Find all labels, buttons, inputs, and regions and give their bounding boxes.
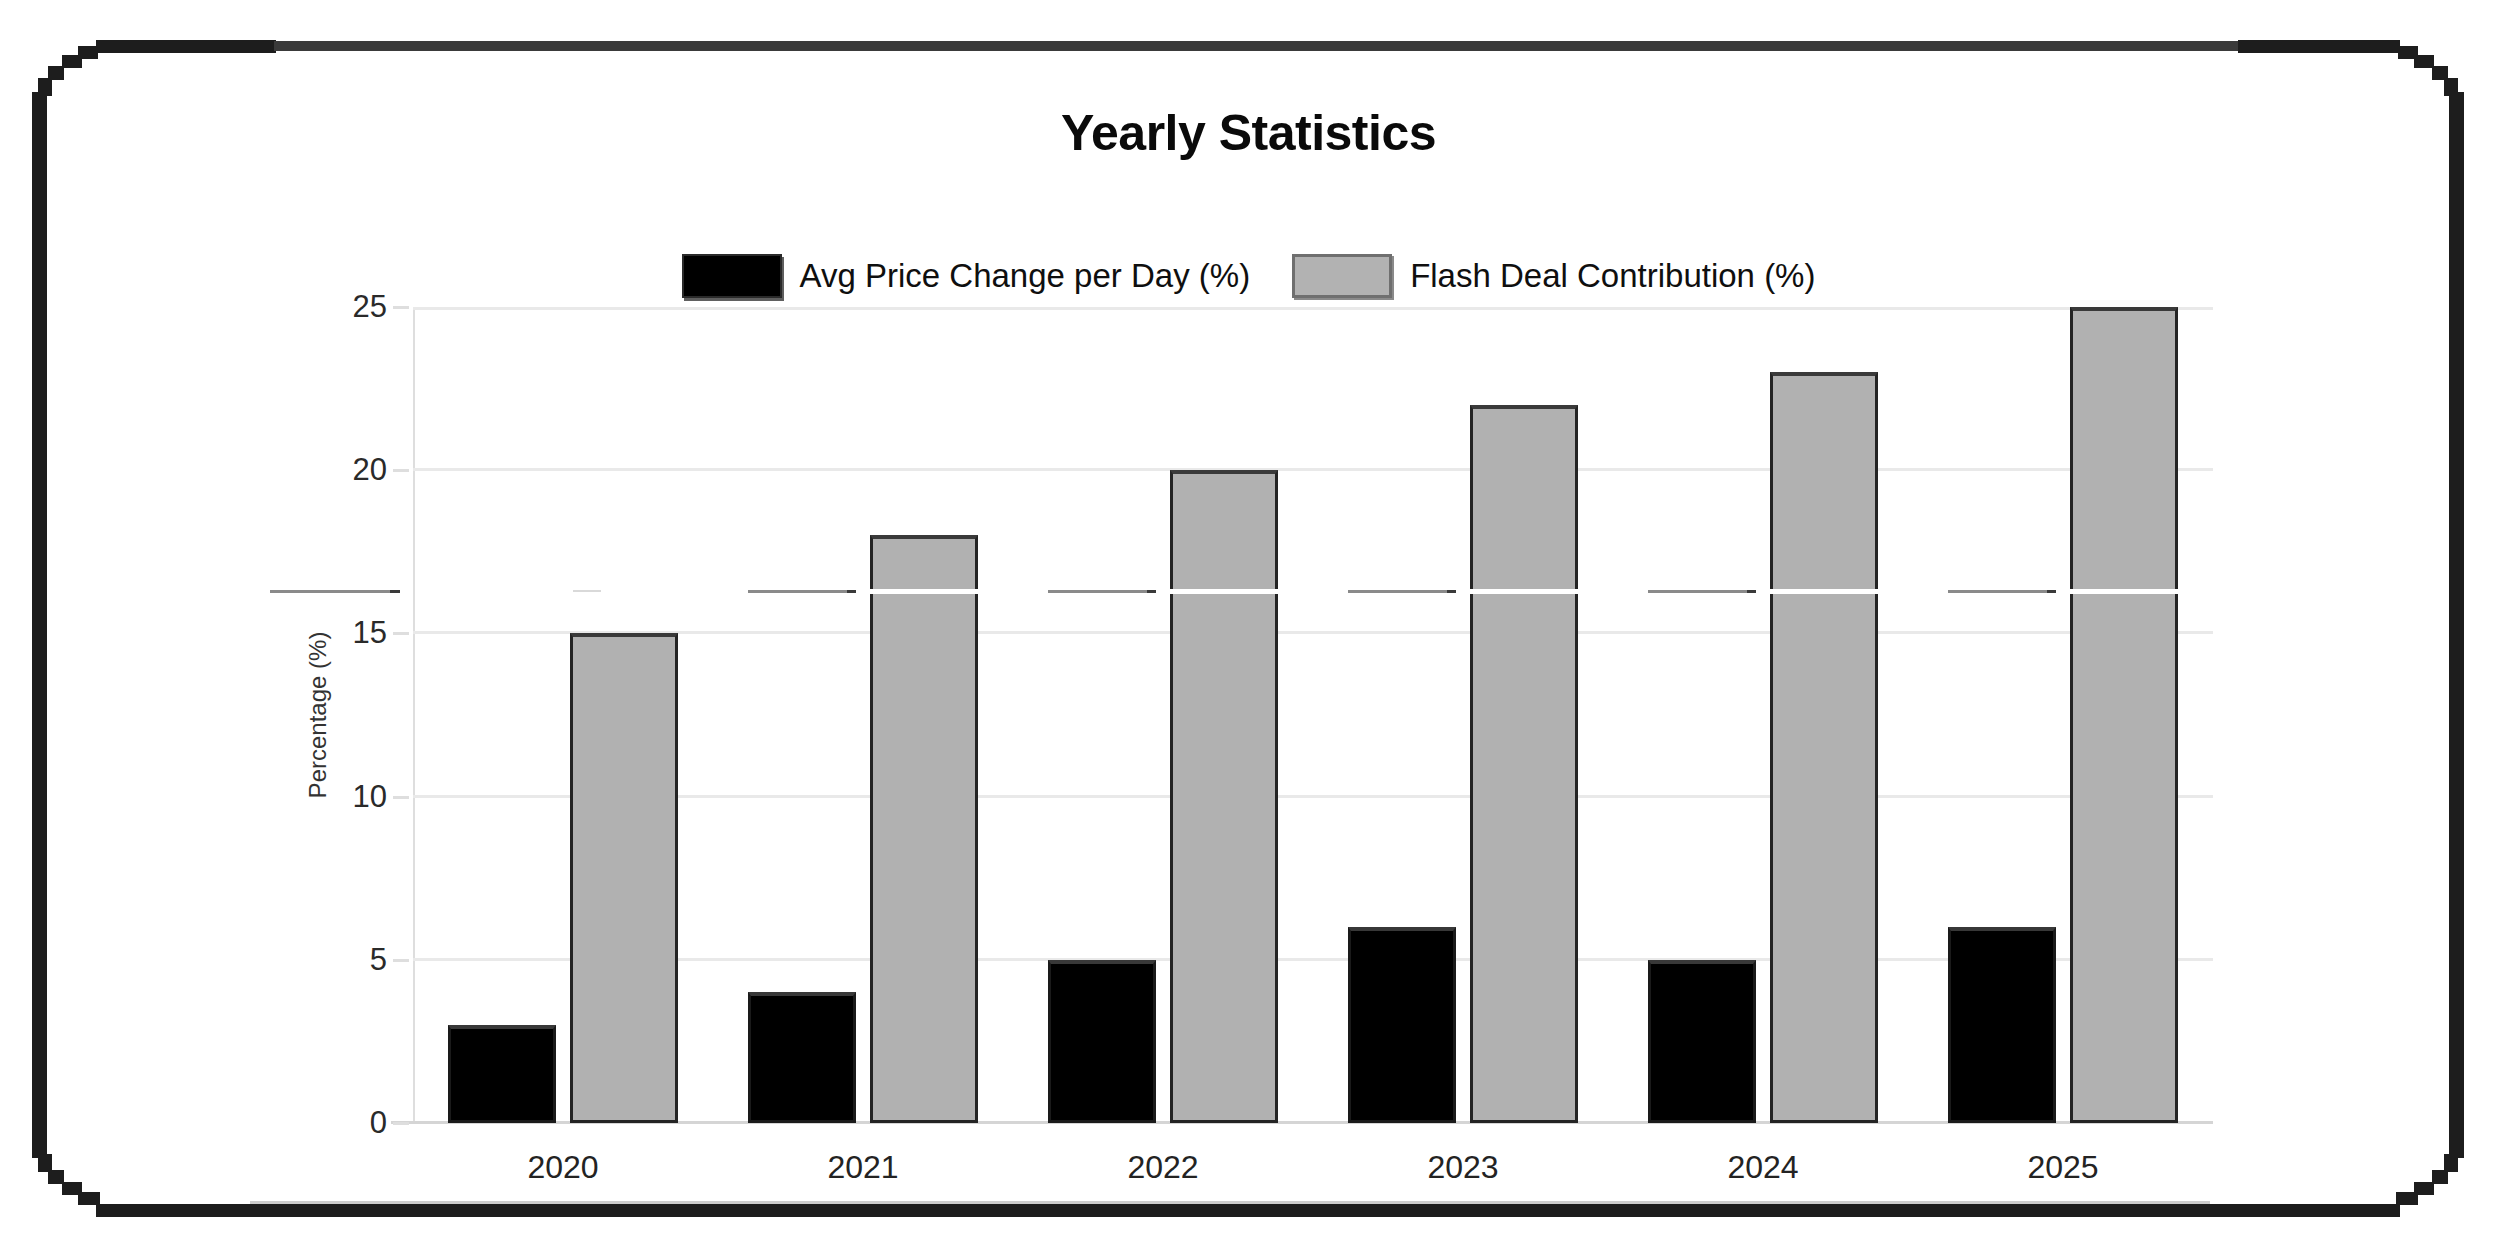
x-tick-label-2020: 2020 [413,1149,713,1186]
bar-avg-price-2023 [1348,927,1456,1123]
artifact-cut-2022 [1167,589,1281,594]
bar-avg-price-2021 [748,992,856,1123]
y-tick-mark-0 [393,1122,409,1125]
y-tick-label-10: 10 [295,778,387,816]
y-tick-mark-10 [393,796,409,799]
y-tick-mark-15 [393,632,409,635]
y-tick-mark-5 [393,959,409,962]
y-tick-label-25: 25 [295,288,387,326]
bar-flash-deal-2022 [1170,470,1278,1123]
bar-flash-deal-2024 [1770,372,1878,1123]
artifact-dash-2024 [1648,590,1756,593]
bar-flash-deal-2025 [2070,307,2178,1123]
x-tick-label-2025: 2025 [1913,1149,2213,1186]
y-tick-label-15: 15 [295,614,387,652]
legend-label-flash-deal: Flash Deal Contribution (%) [1410,257,1815,295]
artifact-dash-2023 [1348,590,1456,593]
y-tick-mark-20 [393,469,409,472]
bar-avg-price-2020 [448,1025,556,1123]
artifact-dash-2022 [1048,590,1156,593]
gridline-15 [413,631,2213,634]
artifact-cut-2024 [1767,589,1881,594]
plot-area: 0510152025202020212022202320242025 [413,307,2213,1123]
bar-avg-price-2024 [1648,960,1756,1123]
artifact-dash-2025 [1948,590,2056,593]
gridline-10 [413,795,2213,798]
x-tick-label-2022: 2022 [1013,1149,1313,1186]
legend-item-flash-deal: Flash Deal Contribution (%) [1292,254,1815,298]
legend-item-avg-price: Avg Price Change per Day (%) [682,254,1251,298]
legend-label-avg-price: Avg Price Change per Day (%) [800,257,1251,295]
artifact-dash-2020 [573,590,601,592]
artifact-cut-2023 [1467,589,1581,594]
artifact-cut-2021 [867,589,981,594]
chart-page: Yearly Statistics Avg Price Change per D… [0,0,2497,1240]
gridline-25 [413,307,2213,310]
bar-avg-price-2025 [1948,927,2056,1123]
artifact-dash-2021 [748,590,856,593]
artifact-cut-2025 [2067,589,2181,594]
legend-swatch-avg-price [682,254,782,298]
x-tick-label-2021: 2021 [713,1149,1013,1186]
y-tick-label-0: 0 [295,1104,387,1142]
artifact-dash-margin [270,590,400,593]
chart-title: Yearly Statistics [0,104,2497,162]
y-tick-mark-25 [393,306,409,309]
gridline-20 [413,468,2213,471]
y-tick-label-20: 20 [295,451,387,489]
y-axis-title: Percentage (%) [304,632,332,799]
x-tick-label-2024: 2024 [1613,1149,1913,1186]
legend-swatch-flash-deal [1292,254,1392,298]
bar-avg-price-2022 [1048,960,1156,1123]
gridline-5 [413,958,2213,961]
bar-flash-deal-2023 [1470,405,1578,1123]
y-tick-label-5: 5 [295,941,387,979]
bar-flash-deal-2021 [870,535,978,1123]
y-axis-line [413,307,415,1123]
bar-flash-deal-2020 [570,633,678,1123]
x-tick-label-2023: 2023 [1313,1149,1613,1186]
